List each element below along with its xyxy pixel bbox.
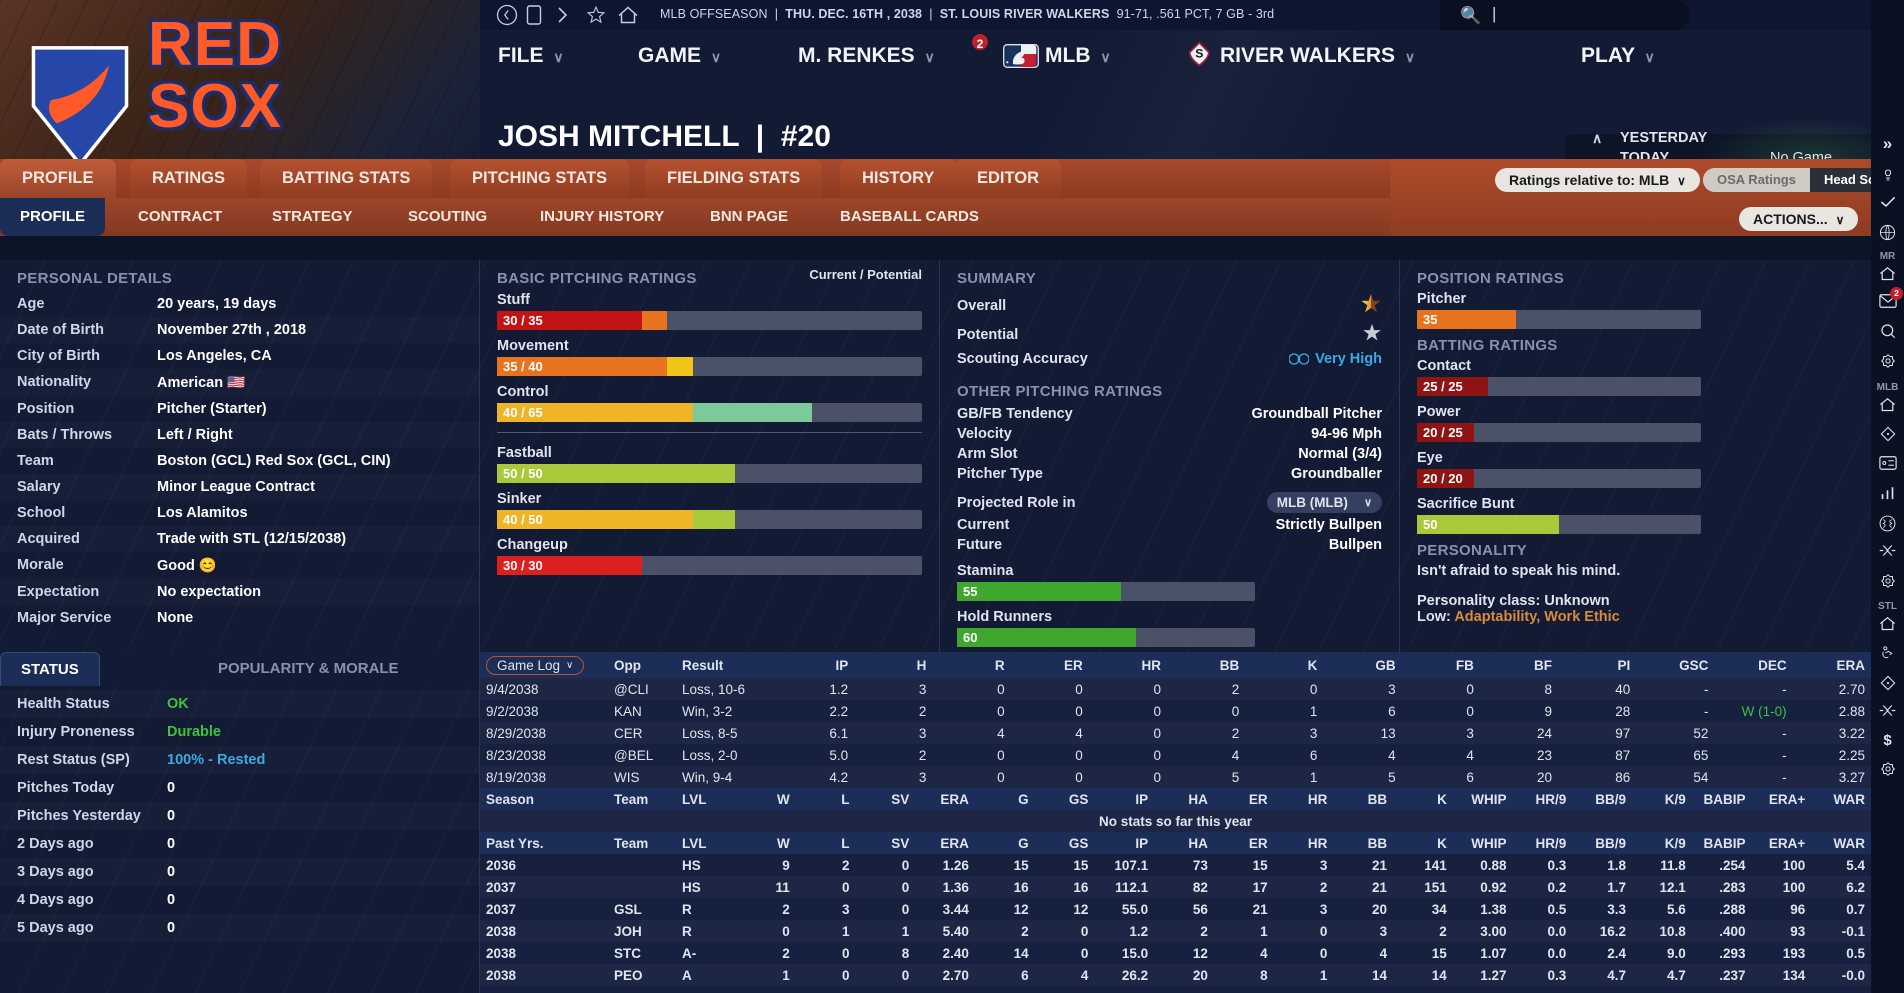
svg-text:S: S bbox=[1195, 46, 1203, 60]
